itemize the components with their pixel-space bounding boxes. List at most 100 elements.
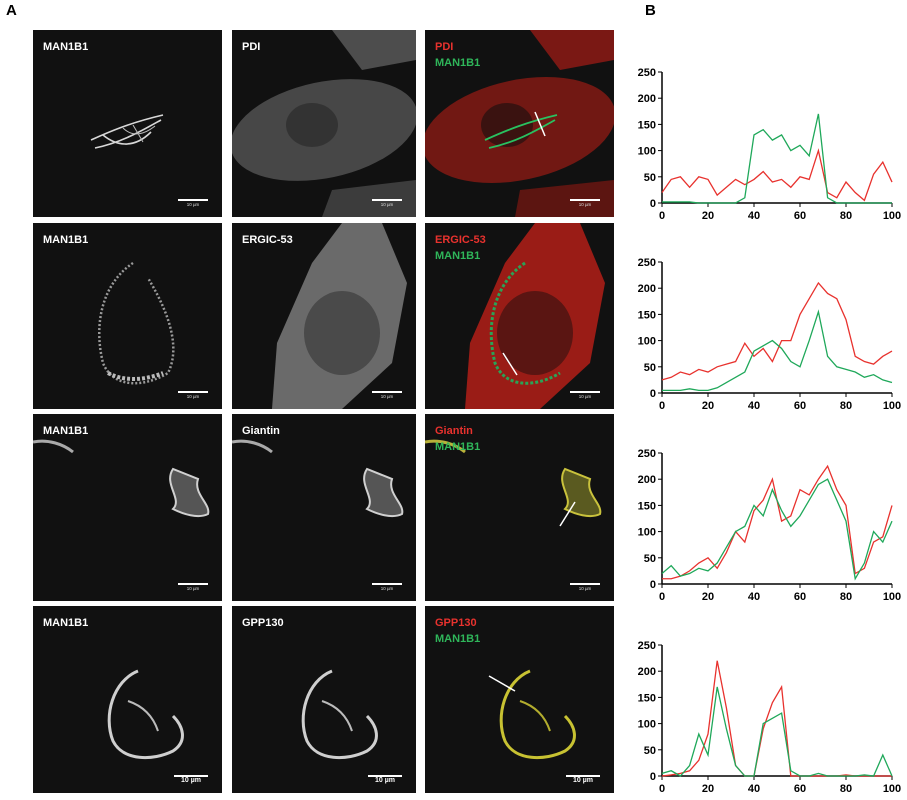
y-tick-label: 100: [638, 719, 656, 731]
cell-texture: [301, 669, 378, 760]
micrograph-row3-partner: Giantin 10 µm: [232, 414, 416, 601]
cell-texture: [232, 439, 404, 518]
y-tick-label: 50: [644, 362, 656, 374]
intensity-profile-chart-3: 0 50 100 150 200 250 0 20 40 60 80 100: [638, 448, 902, 601]
merge-red-label: Giantin: [435, 425, 473, 437]
series-line-red: [661, 660, 892, 777]
axes: 0 50 100 150 200 250 0 20 40 60 80 100: [638, 257, 902, 410]
merge-legend: Giantin MAN1B1: [435, 423, 480, 455]
micrograph-row1-merge: PDI MAN1B1 10 µm: [425, 30, 614, 217]
y-tick-label: 200: [638, 666, 656, 678]
series-line-red: [661, 281, 893, 381]
y-tick-label: 0: [650, 198, 656, 210]
series-line-green: [661, 686, 893, 777]
marker-label: MAN1B1: [43, 617, 89, 629]
y-tick-label: 250: [638, 640, 656, 652]
y-tick-label: 100: [638, 146, 656, 158]
partner-label: GPP130: [242, 617, 284, 629]
axes: 0 50 100 150 200 250 0 20 40 60 80 100: [638, 448, 902, 601]
y-tick-label: 100: [638, 527, 656, 539]
cell-texture: [107, 669, 184, 760]
x-tick-label: 0: [659, 783, 665, 793]
x-tick-label: 40: [748, 783, 760, 793]
intensity-profile-chart-2: 0 50 100 150 200 250 0 20 40 60 80 100: [638, 257, 902, 410]
cell-texture: [425, 30, 614, 217]
series-line-green: [661, 478, 893, 581]
merge-legend: GPP130 MAN1B1: [435, 615, 480, 647]
y-tick-label: 50: [644, 553, 656, 565]
y-tick-label: 100: [638, 336, 656, 348]
micrograph-row1-marker: MAN1B1 10 µm: [33, 30, 222, 217]
x-tick-label: 40: [748, 591, 760, 601]
x-tick-label: 60: [794, 591, 806, 601]
micrograph-row4-partner: GPP130 10 µm: [232, 606, 416, 793]
micrograph-row1-partner: PDI 10 µm: [232, 30, 416, 217]
scale-bar: 10 µm: [570, 199, 600, 209]
x-tick-label: 0: [659, 400, 665, 410]
merge-legend: PDI MAN1B1: [435, 39, 480, 71]
scale-bar: 10 µm: [178, 199, 208, 209]
y-tick-label: 250: [638, 67, 656, 79]
y-tick-label: 0: [650, 771, 656, 783]
cell-texture: [272, 223, 407, 409]
merge-green-label: MAN1B1: [435, 633, 481, 645]
micrograph-row2-partner: ERGIC-53 10 µm: [232, 223, 416, 409]
partner-label: Giantin: [242, 425, 280, 437]
scale-bar: 10 µm: [368, 775, 402, 785]
y-tick-label: 150: [638, 692, 656, 704]
partner-label: PDI: [242, 41, 261, 53]
scale-bar: 10 µm: [566, 775, 600, 785]
marker-label: MAN1B1: [43, 425, 89, 437]
y-tick-label: 250: [638, 257, 656, 269]
merge-red-label: PDI: [435, 41, 454, 53]
x-tick-label: 20: [702, 591, 714, 601]
axes: 0 50 100 150 200 250 0 20 40 60 80 100: [638, 640, 902, 793]
merge-green-label: MAN1B1: [435, 250, 481, 262]
x-tick-label: 100: [883, 210, 901, 220]
x-tick-label: 100: [883, 783, 901, 793]
scale-bar: 10 µm: [174, 775, 208, 785]
merge-red-label: GPP130: [435, 617, 477, 629]
cell-texture: [488, 669, 576, 760]
x-tick-label: 0: [659, 591, 665, 601]
x-tick-label: 80: [840, 210, 852, 220]
micrograph-row3-merge: Giantin MAN1B1 10 µm: [425, 414, 614, 601]
y-tick-label: 200: [638, 283, 656, 295]
x-tick-label: 0: [659, 210, 665, 220]
x-tick-label: 100: [883, 400, 901, 410]
merge-legend: ERGIC-53 MAN1B1: [435, 232, 486, 264]
marker-label: MAN1B1: [43, 234, 89, 246]
y-tick-label: 200: [638, 93, 656, 105]
series-line-green: [662, 309, 893, 392]
cell-texture: [425, 439, 602, 527]
x-tick-label: 80: [840, 400, 852, 410]
cell-texture: [98, 261, 175, 385]
panel-letter-a: A: [6, 2, 17, 19]
y-tick-label: 0: [650, 388, 656, 400]
scale-bar: 10 µm: [178, 391, 208, 401]
y-tick-label: 150: [638, 119, 656, 131]
merge-green-label: MAN1B1: [435, 441, 481, 453]
x-tick-label: 40: [748, 210, 760, 220]
panel-letter-b: B: [645, 2, 656, 19]
x-tick-label: 60: [794, 400, 806, 410]
series-line-green: [662, 113, 892, 204]
intensity-profile-chart-4: 0 50 100 150 200 250 0 20 40 60 80 100: [638, 640, 902, 793]
x-tick-label: 40: [748, 400, 760, 410]
micrograph-row4-merge: GPP130 MAN1B1 10 µm: [425, 606, 614, 793]
y-tick-label: 150: [638, 309, 656, 321]
partner-label: ERGIC-53: [242, 234, 293, 246]
series-line-red: [661, 148, 893, 202]
merge-red-label: ERGIC-53: [435, 234, 486, 246]
scale-bar: 10 µm: [178, 583, 208, 593]
cell-texture: [90, 114, 164, 149]
y-tick-label: 250: [638, 448, 656, 460]
x-tick-label: 20: [702, 400, 714, 410]
y-tick-label: 150: [638, 500, 656, 512]
marker-label: MAN1B1: [43, 41, 89, 53]
intensity-profile-chart-1: 0 50 100 150 200 250 0 20 40 60 80 100: [638, 67, 902, 220]
x-tick-label: 20: [702, 210, 714, 220]
x-tick-label: 100: [883, 591, 901, 601]
scale-bar: 10 µm: [372, 391, 402, 401]
y-tick-label: 200: [638, 474, 656, 486]
